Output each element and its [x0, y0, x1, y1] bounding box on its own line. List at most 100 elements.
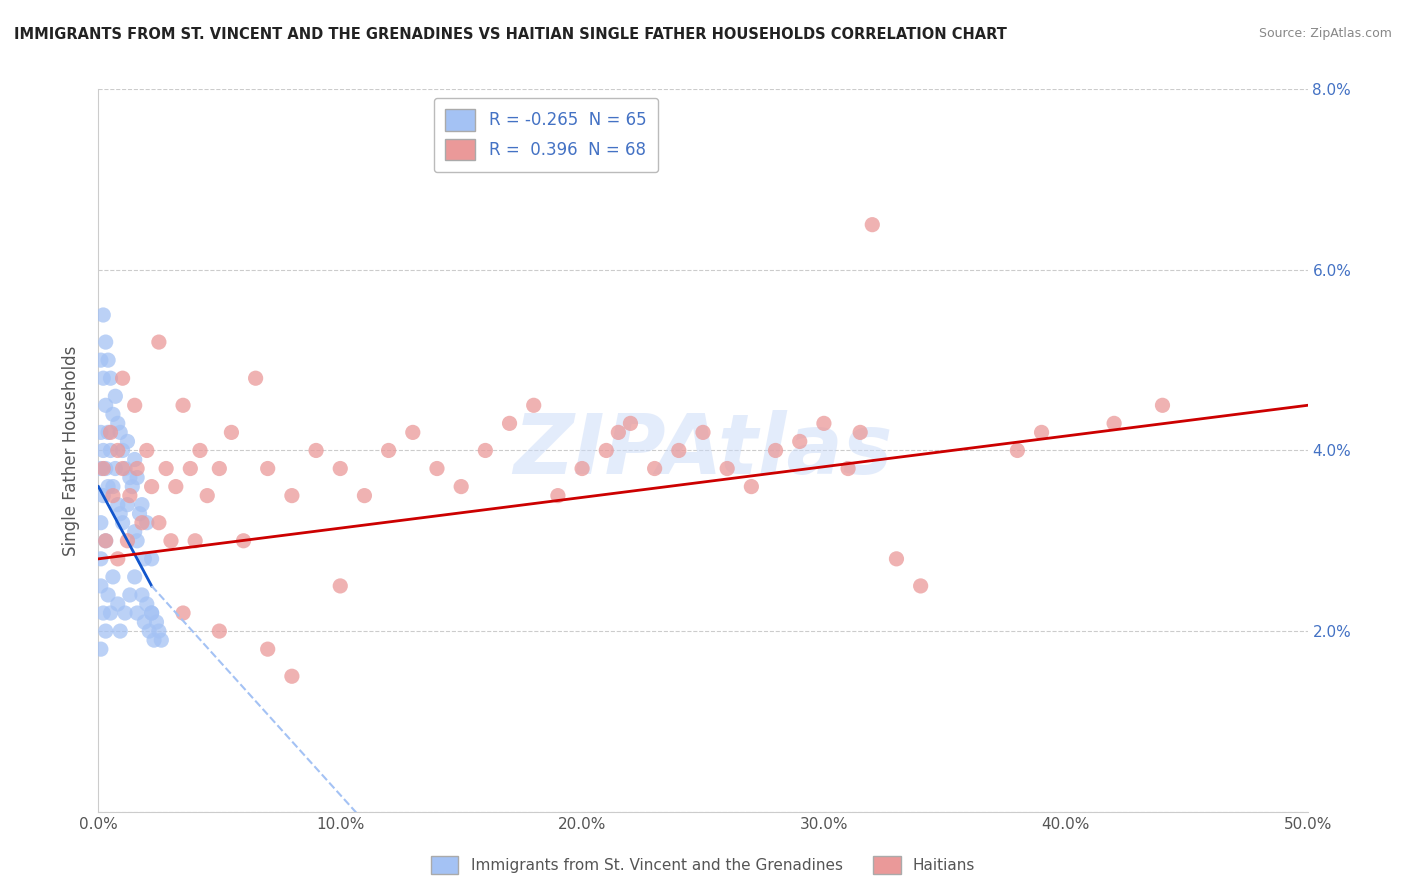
Point [107, 551, 129, 566]
Point [595, 443, 617, 458]
Point [100, 606, 122, 620]
Point [256, 642, 278, 657]
Text: Source: ZipAtlas.com: Source: ZipAtlas.com [1258, 27, 1392, 40]
Point [138, 624, 160, 639]
Point [195, 489, 218, 503]
Point [160, 533, 183, 548]
Point [644, 461, 666, 475]
Point [329, 461, 352, 475]
Point [135, 516, 157, 530]
Point [165, 480, 187, 494]
Point [141, 606, 163, 620]
Point [813, 417, 835, 431]
Point [108, 507, 131, 521]
Point [97, 425, 120, 440]
Point [571, 461, 593, 475]
Point [1031, 425, 1053, 440]
Point [426, 461, 449, 475]
Point [90, 642, 112, 657]
Point [90, 425, 112, 440]
Point [90, 516, 112, 530]
Point [111, 443, 134, 458]
Point [134, 615, 156, 629]
Point [141, 606, 163, 620]
Point [94, 334, 117, 349]
Point [135, 597, 157, 611]
Point [141, 480, 163, 494]
Point [121, 480, 143, 494]
Point [94, 533, 117, 548]
Point [117, 533, 139, 548]
Point [94, 624, 117, 639]
Point [353, 489, 375, 503]
Legend: Immigrants from St. Vincent and the Grenadines, Haitians: Immigrants from St. Vincent and the Gren… [425, 850, 981, 880]
Point [188, 443, 211, 458]
Point [716, 461, 738, 475]
Point [849, 425, 872, 440]
Point [107, 597, 129, 611]
Point [474, 443, 496, 458]
Point [668, 443, 690, 458]
Point [148, 516, 170, 530]
Point [118, 588, 141, 602]
Point [117, 498, 139, 512]
Point [1152, 398, 1174, 412]
Text: ZIPAtlas: ZIPAtlas [513, 410, 893, 491]
Point [97, 480, 120, 494]
Point [100, 425, 122, 440]
Point [145, 615, 167, 629]
Point [107, 417, 129, 431]
Point [127, 470, 149, 484]
Point [104, 461, 127, 475]
Point [90, 551, 112, 566]
Legend: R = -0.265  N = 65, R =  0.396  N = 68: R = -0.265 N = 65, R = 0.396 N = 68 [433, 97, 658, 172]
Point [305, 443, 328, 458]
Point [172, 606, 194, 620]
Point [91, 606, 114, 620]
Point [402, 425, 425, 440]
Point [111, 371, 134, 385]
Point [108, 624, 131, 639]
Point [108, 425, 131, 440]
Point [143, 633, 166, 648]
Point [150, 633, 173, 648]
Point [124, 524, 146, 539]
Point [523, 398, 546, 412]
Point [131, 588, 153, 602]
Point [141, 551, 163, 566]
Point [124, 452, 146, 467]
Point [281, 489, 304, 503]
Point [148, 624, 170, 639]
Point [498, 417, 520, 431]
Point [886, 551, 908, 566]
Point [910, 579, 932, 593]
Point [134, 551, 156, 566]
Point [1102, 417, 1125, 431]
Point [114, 606, 136, 620]
Point [118, 489, 141, 503]
Point [127, 606, 149, 620]
Point [111, 461, 134, 475]
Point [155, 461, 177, 475]
Point [245, 371, 267, 385]
Point [232, 533, 254, 548]
Point [94, 533, 117, 548]
Point [329, 579, 352, 593]
Point [101, 480, 124, 494]
Point [97, 588, 120, 602]
Point [100, 371, 122, 385]
Point [90, 579, 112, 593]
Point [118, 470, 141, 484]
Point [208, 624, 231, 639]
Point [91, 443, 114, 458]
Point [124, 398, 146, 412]
Point [377, 443, 399, 458]
Point [860, 218, 883, 232]
Point [692, 425, 714, 440]
Point [221, 425, 243, 440]
Point [547, 489, 569, 503]
Y-axis label: Single Father Households: Single Father Households [62, 345, 80, 556]
Point [90, 353, 112, 368]
Point [91, 461, 114, 475]
Point [131, 516, 153, 530]
